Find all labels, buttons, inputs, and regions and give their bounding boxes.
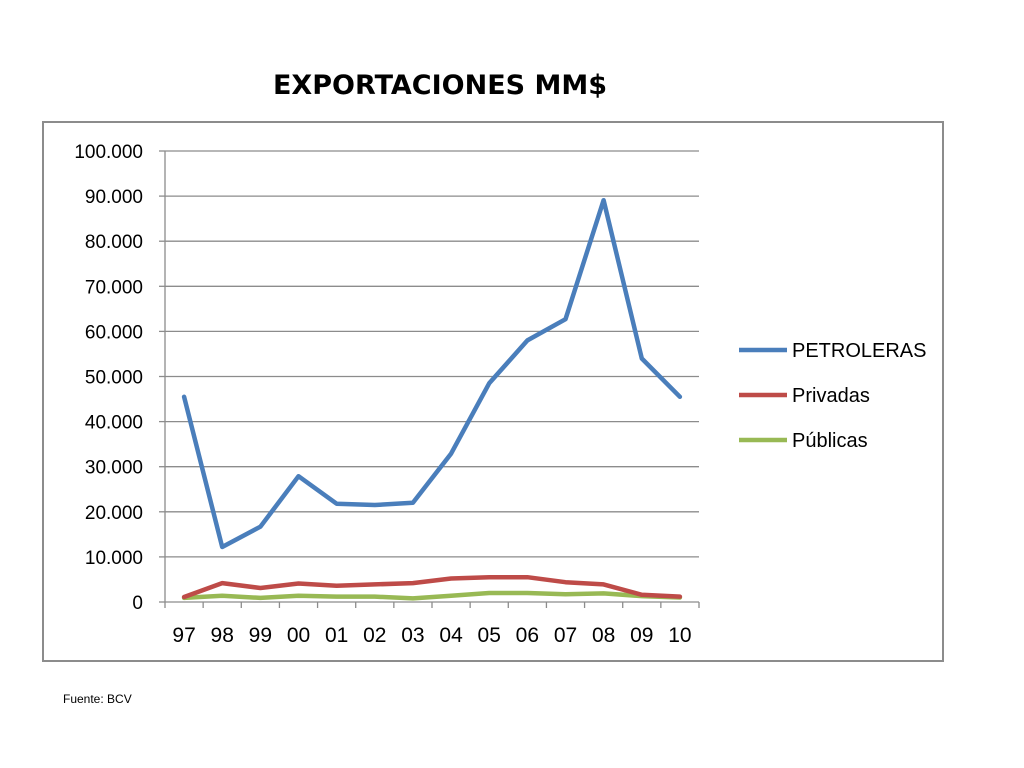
legend-label: PETROLERAS: [792, 340, 926, 362]
x-tick-label: 97: [172, 624, 195, 647]
y-tick-label: 30.000: [85, 458, 143, 479]
y-tick-label: 20.000: [85, 503, 143, 524]
x-tick-label: 06: [516, 624, 539, 647]
x-tick-label: 99: [249, 624, 272, 647]
x-tick-label: 05: [478, 624, 501, 647]
legend-label: Privadas: [792, 385, 870, 407]
y-tick-label: 80.000: [85, 232, 143, 253]
y-tick-label: 90.000: [85, 187, 143, 208]
x-tick-label: 07: [554, 624, 577, 647]
x-tick-label: 04: [439, 624, 463, 647]
series-line-privadas: [181, 574, 683, 600]
x-tick-label: 01: [325, 624, 348, 647]
x-tick-label: 08: [592, 624, 615, 647]
source-note: Fuente: BCV: [63, 692, 132, 706]
y-tick-label: 70.000: [85, 277, 143, 298]
x-tick-label: 98: [211, 624, 234, 647]
x-tick-label: 09: [630, 624, 653, 647]
line-chart: 0 10.000 20.000 30.000 40.000 50.000 60.000 70.…: [74, 142, 926, 647]
chart-area: 0 10.000 20.000 30.000 40.000 50.000 60.000 70.…: [42, 121, 944, 662]
y-tick-label: 10.000: [85, 548, 143, 569]
x-tick-label: 02: [363, 624, 386, 647]
y-tick-label: 60.000: [85, 322, 143, 343]
series-line-petroleras: [181, 197, 683, 550]
page-title: EXPORTACIONES MM$: [272, 70, 608, 101]
y-tick-label: 40.000: [85, 413, 143, 434]
y-tick-label: 50.000: [85, 368, 143, 389]
legend-label: Públicas: [792, 430, 868, 452]
x-tick-label: 03: [401, 624, 424, 647]
y-tick-label: 100.000: [74, 142, 143, 163]
x-tick-label: 00: [287, 624, 310, 647]
series-line-públicas: [181, 590, 683, 601]
y-tick-label: 0: [132, 593, 143, 614]
x-tick-label: 10: [668, 624, 691, 647]
